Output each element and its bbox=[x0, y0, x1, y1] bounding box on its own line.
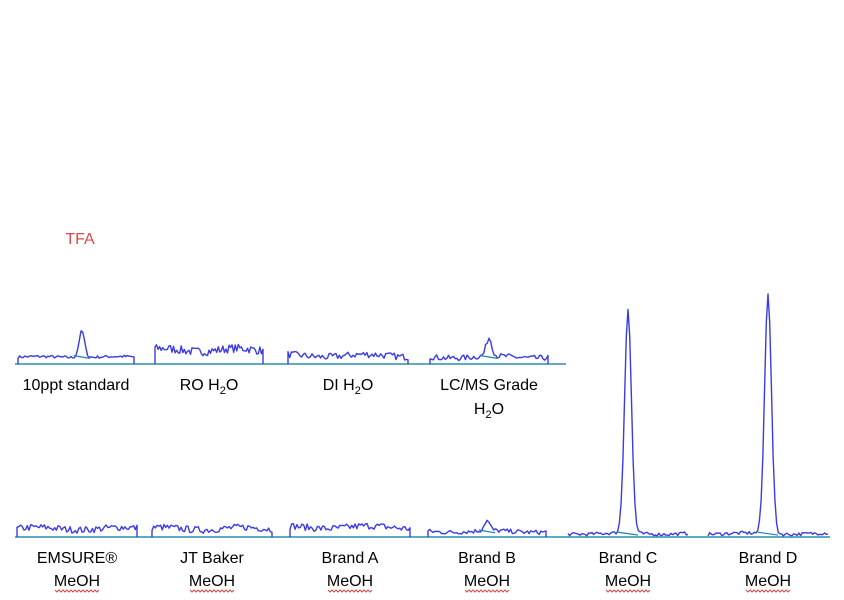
sample-label-1-2: RO H2O bbox=[180, 377, 239, 397]
sample-label-1-4-line2: H2O bbox=[474, 401, 504, 421]
trace-2-1 bbox=[16, 524, 138, 537]
sample-label-2-3: Brand A bbox=[322, 550, 379, 567]
peak-baseline-1-1 bbox=[73, 355, 91, 359]
spellcheck-underline-2 bbox=[189, 589, 235, 593]
spellcheck-underline-4 bbox=[464, 589, 510, 593]
trace-1-3 bbox=[287, 350, 409, 364]
sample-label-1-4: LC/MS Grade bbox=[440, 377, 538, 394]
trace-2-3 bbox=[289, 522, 411, 537]
sample-label-2-4-line2: MeOH bbox=[464, 573, 510, 590]
spellcheck-underline-5 bbox=[605, 589, 651, 593]
sample-label-2-5: Brand C bbox=[599, 550, 658, 567]
peak-baseline-2-5 bbox=[617, 531, 639, 536]
sample-label-2-1: EMSURE® bbox=[37, 550, 117, 567]
trace-2-6 bbox=[707, 293, 829, 537]
sample-label-1-1: 10ppt standard bbox=[23, 377, 130, 394]
sample-label-2-5-line2: MeOH bbox=[605, 573, 651, 590]
spellcheck-underline-1 bbox=[54, 589, 100, 593]
sample-label-2-2-line2: MeOH bbox=[189, 573, 235, 590]
trace-1-1 bbox=[17, 330, 135, 364]
trace-2-5 bbox=[567, 308, 689, 537]
peak-baseline-2-4 bbox=[478, 529, 496, 534]
peak-baseline-2-6 bbox=[757, 531, 779, 536]
peak-label-tfa: TFA bbox=[65, 231, 95, 248]
sample-label-2-4: Brand B bbox=[458, 550, 516, 567]
sample-label-2-6: Brand D bbox=[739, 550, 798, 567]
sample-label-2-2: JT Baker bbox=[180, 550, 244, 567]
spellcheck-underline-6 bbox=[745, 589, 791, 593]
sample-label-2-1-line2: MeOH bbox=[54, 573, 100, 590]
sample-label-2-3-line2: MeOH bbox=[327, 573, 373, 590]
peak-baseline-1-4 bbox=[480, 355, 498, 359]
trace-2-4 bbox=[427, 519, 547, 537]
sample-label-1-3: DI H2O bbox=[323, 377, 374, 397]
trace-2-2 bbox=[151, 523, 273, 537]
trace-1-4 bbox=[429, 337, 549, 364]
trace-1-2 bbox=[154, 343, 264, 364]
sample-label-2-6-line2: MeOH bbox=[745, 573, 791, 590]
spellcheck-underline-3 bbox=[327, 589, 373, 593]
